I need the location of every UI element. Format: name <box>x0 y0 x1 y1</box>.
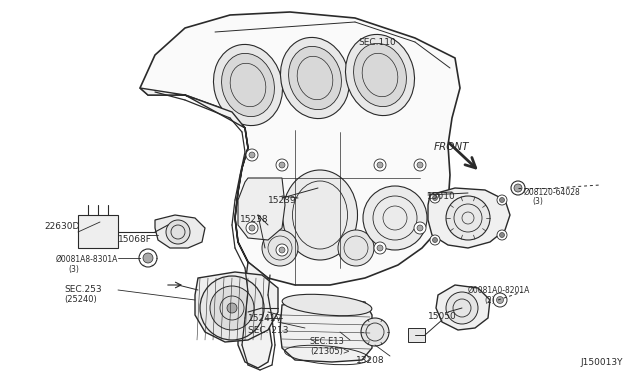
Ellipse shape <box>282 294 372 316</box>
Text: (3): (3) <box>68 265 79 274</box>
Circle shape <box>499 198 504 202</box>
Text: (3): (3) <box>532 197 543 206</box>
Text: SEC.110: SEC.110 <box>358 38 396 47</box>
Text: (2): (2) <box>484 296 495 305</box>
Circle shape <box>279 162 285 168</box>
Circle shape <box>143 253 153 263</box>
Text: SEC.E13: SEC.E13 <box>310 337 345 346</box>
Circle shape <box>446 292 478 324</box>
Circle shape <box>361 318 389 346</box>
Polygon shape <box>180 18 450 132</box>
Circle shape <box>246 149 258 161</box>
Text: 15239: 15239 <box>268 196 296 205</box>
Polygon shape <box>278 42 450 272</box>
Polygon shape <box>280 298 372 362</box>
Circle shape <box>377 245 383 251</box>
Circle shape <box>417 225 423 231</box>
Circle shape <box>497 230 507 240</box>
Text: Ø08120-64028: Ø08120-64028 <box>524 188 580 197</box>
Circle shape <box>414 159 426 171</box>
Circle shape <box>374 242 386 254</box>
Text: (21305)>: (21305)> <box>310 347 350 356</box>
Polygon shape <box>238 178 285 240</box>
Text: J150013Y: J150013Y <box>580 358 623 367</box>
Text: 15050: 15050 <box>428 312 457 321</box>
Circle shape <box>338 230 374 266</box>
Text: SEC. 213: SEC. 213 <box>248 326 289 335</box>
Circle shape <box>433 237 438 243</box>
Circle shape <box>514 184 522 192</box>
Circle shape <box>417 162 423 168</box>
Circle shape <box>430 193 440 203</box>
Text: SEC.253: SEC.253 <box>64 285 102 294</box>
Polygon shape <box>140 88 272 368</box>
Circle shape <box>227 303 237 313</box>
Polygon shape <box>78 215 118 248</box>
Circle shape <box>276 244 288 256</box>
Ellipse shape <box>280 38 349 119</box>
Circle shape <box>246 222 258 234</box>
Circle shape <box>497 296 504 304</box>
Circle shape <box>200 276 264 340</box>
Text: 22630D: 22630D <box>44 222 79 231</box>
Circle shape <box>414 222 426 234</box>
Circle shape <box>166 220 190 244</box>
Circle shape <box>374 159 386 171</box>
Circle shape <box>249 152 255 158</box>
Ellipse shape <box>353 44 406 107</box>
Circle shape <box>511 181 525 195</box>
Circle shape <box>497 195 507 205</box>
Text: Ø0081A0-8201A: Ø0081A0-8201A <box>468 286 531 295</box>
Text: (25240): (25240) <box>64 295 97 304</box>
Polygon shape <box>428 188 510 248</box>
Text: 13208: 13208 <box>356 356 385 365</box>
Text: 15068F: 15068F <box>118 235 152 244</box>
Text: FRONT: FRONT <box>434 142 470 152</box>
Ellipse shape <box>289 46 342 110</box>
Polygon shape <box>408 328 425 342</box>
Polygon shape <box>195 272 278 342</box>
Ellipse shape <box>346 35 415 116</box>
Polygon shape <box>436 285 490 330</box>
Circle shape <box>262 230 298 266</box>
Circle shape <box>430 235 440 245</box>
Circle shape <box>377 162 383 168</box>
Polygon shape <box>155 215 205 248</box>
Circle shape <box>249 225 255 231</box>
Text: 15010: 15010 <box>427 192 456 201</box>
Text: 15241V: 15241V <box>248 314 283 323</box>
Circle shape <box>279 247 285 253</box>
Circle shape <box>499 232 504 237</box>
Circle shape <box>433 196 438 201</box>
Circle shape <box>363 186 427 250</box>
Text: Ø0081A8-8301A: Ø0081A8-8301A <box>56 255 118 264</box>
Ellipse shape <box>214 44 282 126</box>
Text: 15238: 15238 <box>240 215 269 224</box>
Polygon shape <box>140 12 460 285</box>
Circle shape <box>446 196 490 240</box>
Circle shape <box>493 293 507 307</box>
Circle shape <box>139 249 157 267</box>
Circle shape <box>276 159 288 171</box>
Ellipse shape <box>221 53 275 117</box>
Circle shape <box>210 286 254 330</box>
Ellipse shape <box>282 170 358 260</box>
